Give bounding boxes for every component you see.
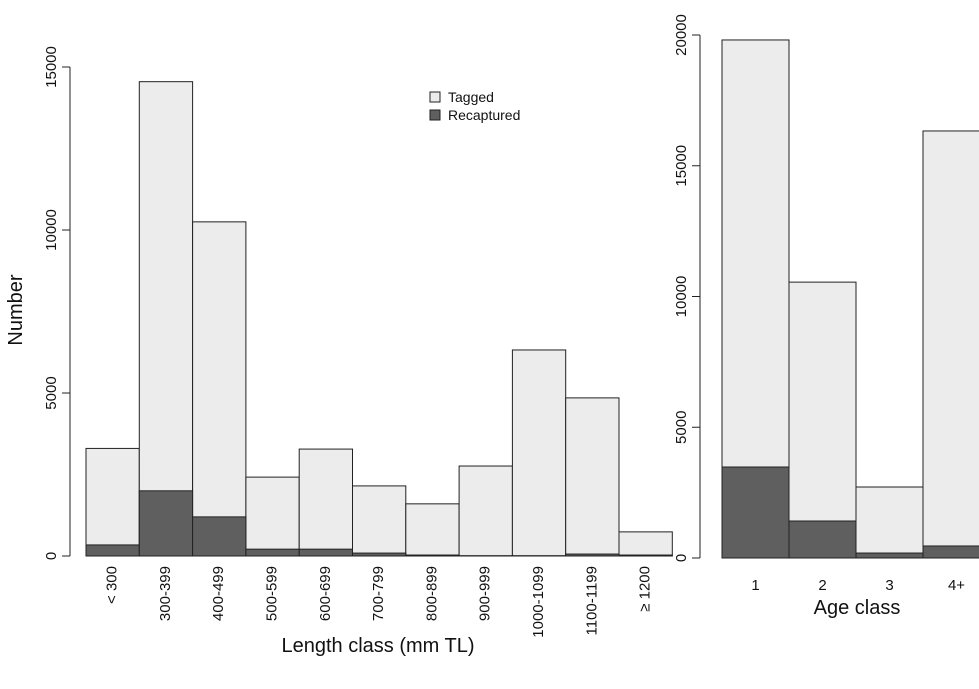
x-tick-label: 1 [751, 577, 759, 594]
x-tick-label: < 300 [104, 566, 121, 604]
legend-box [425, 88, 557, 152]
bar [565, 397, 620, 557]
bar [298, 448, 354, 557]
bar [352, 552, 407, 557]
bar [618, 554, 673, 557]
x-tick-label: 700-799 [370, 566, 387, 621]
y-axis-label: Number [5, 274, 27, 345]
bar [618, 531, 673, 557]
bar [85, 544, 140, 557]
bar [788, 281, 857, 559]
bar [721, 466, 790, 559]
y-tick-label: 10000 [673, 276, 690, 318]
y-tick-label: 10000 [43, 209, 60, 251]
bar [192, 221, 247, 557]
x-tick-label: ≥ 1200 [637, 566, 654, 612]
bar [245, 476, 300, 557]
bar [138, 490, 194, 557]
x-tick-label: 300-399 [157, 566, 174, 621]
x-tick-label: 3 [885, 577, 893, 594]
x-tick-label: 1100-1199 [583, 566, 600, 636]
y-tick-label: 5000 [673, 411, 690, 444]
y-tick-label: 0 [43, 552, 60, 560]
legend-swatch [429, 91, 441, 103]
x-tick-label: 400-499 [210, 566, 227, 621]
x-axis-label: Age class [814, 597, 901, 619]
bar [855, 486, 924, 559]
y-tick-label: 15000 [43, 46, 60, 88]
legend-label: Tagged [448, 89, 494, 105]
y-tick-label: 20000 [673, 14, 690, 56]
x-tick-label: 900-999 [477, 566, 494, 621]
x-tick-label: 500-599 [264, 566, 281, 621]
x-tick-label: 600-699 [317, 566, 334, 621]
bar [511, 349, 567, 557]
legend-swatch [429, 109, 441, 121]
bar [405, 503, 460, 557]
y-tick-label: 5000 [43, 376, 60, 409]
x-tick-label: 1000-1099 [530, 566, 547, 638]
bar [352, 485, 407, 557]
bar [245, 548, 300, 557]
bar [855, 552, 924, 559]
y-tick-label: 0 [673, 554, 690, 562]
legend-label: Recaptured [448, 107, 520, 123]
x-axis-label: Length class (mm TL) [281, 635, 474, 657]
x-tick-label: 4+ [948, 577, 965, 594]
bar [192, 516, 247, 557]
bar [298, 548, 354, 557]
bar [565, 553, 620, 557]
bar [405, 554, 460, 557]
bar [138, 81, 194, 557]
bar [85, 447, 140, 557]
bar [458, 465, 513, 557]
y-tick-label: 15000 [673, 145, 690, 187]
bar [922, 545, 979, 559]
bar [922, 130, 979, 559]
x-tick-label: 2 [818, 577, 826, 594]
x-tick-label: 800-899 [423, 566, 440, 621]
bar [788, 520, 857, 559]
